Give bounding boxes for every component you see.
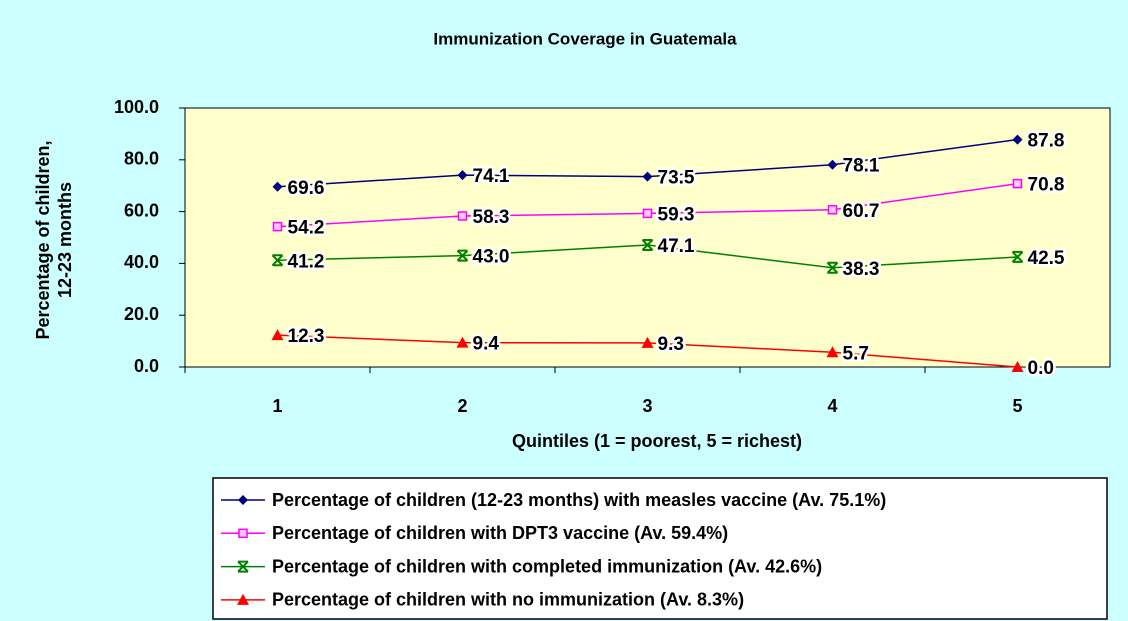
legend-marker — [237, 593, 249, 605]
marker — [827, 205, 838, 215]
marker — [272, 221, 283, 232]
marker — [1012, 178, 1023, 189]
data-label: 60.7 — [843, 201, 880, 222]
marker — [1011, 250, 1024, 263]
data-label: 70.8 — [1028, 175, 1065, 196]
marker — [641, 336, 654, 348]
y-tick-label: 0.0 — [134, 356, 159, 376]
data-label: 87.8 — [1028, 131, 1065, 152]
marker — [826, 261, 839, 274]
marker — [456, 336, 469, 348]
data-label: 74.1 — [473, 166, 510, 187]
legend-label: Percentage of children (12-23 months) wi… — [272, 490, 886, 510]
data-label: 41.2 — [288, 251, 325, 272]
y-tick-label: 60.0 — [124, 200, 159, 220]
marker — [272, 181, 283, 192]
marker — [642, 171, 653, 182]
data-label: 59.3 — [658, 204, 695, 225]
marker — [271, 329, 284, 341]
x-axis-title: Quintiles (1 = poorest, 5 = richest) — [512, 431, 802, 451]
marker — [456, 249, 469, 262]
data-label: 54.2 — [288, 218, 325, 239]
data-label: 58.3 — [473, 207, 510, 228]
marker — [827, 159, 838, 170]
data-label: 12.3 — [288, 326, 325, 347]
data-label: 0.0 — [1028, 358, 1054, 379]
y-tick-label: 80.0 — [124, 149, 159, 169]
data-label: 38.3 — [843, 259, 880, 280]
chart-title: Immunization Coverage in Guatemala — [433, 29, 737, 48]
y-axis-title: 12-23 months — [55, 182, 75, 298]
marker — [1011, 361, 1024, 372]
data-label: 69.6 — [288, 178, 325, 199]
marker — [826, 346, 839, 358]
legend-marker — [238, 528, 248, 539]
data-label: 42.5 — [1028, 248, 1065, 269]
legend-marker — [238, 495, 248, 505]
x-tick-label: 3 — [642, 396, 652, 416]
x-tick-label: 5 — [1012, 396, 1022, 416]
x-tick-label: 1 — [272, 396, 282, 416]
legend-label: Percentage of children with DPT3 vaccine… — [272, 523, 728, 543]
marker — [642, 208, 653, 219]
marker — [271, 254, 284, 267]
marker — [641, 239, 654, 252]
marker — [457, 211, 468, 221]
data-label: 5.7 — [843, 343, 869, 364]
y-tick-label: 100.0 — [114, 97, 159, 117]
data-label: 78.1 — [843, 156, 880, 177]
data-label: 43.0 — [473, 247, 510, 268]
legend-marker — [237, 560, 249, 573]
y-tick-label: 40.0 — [124, 252, 159, 272]
data-label: 9.3 — [658, 334, 684, 355]
marker — [1012, 134, 1023, 145]
data-label: 47.1 — [658, 236, 695, 257]
x-tick-label: 4 — [827, 396, 837, 416]
y-axis-title: Percentage of children, — [33, 140, 53, 339]
plot-area — [184, 107, 1111, 368]
legend-label: Percentage of children with completed im… — [272, 556, 822, 576]
legend — [212, 477, 1108, 620]
x-tick-label: 2 — [457, 396, 467, 416]
data-label: 9.4 — [473, 334, 500, 355]
data-label: 73.5 — [658, 168, 695, 189]
legend-label: Percentage of children with no immunizat… — [272, 590, 744, 610]
y-tick-label: 20.0 — [124, 304, 159, 324]
marker — [457, 170, 468, 181]
